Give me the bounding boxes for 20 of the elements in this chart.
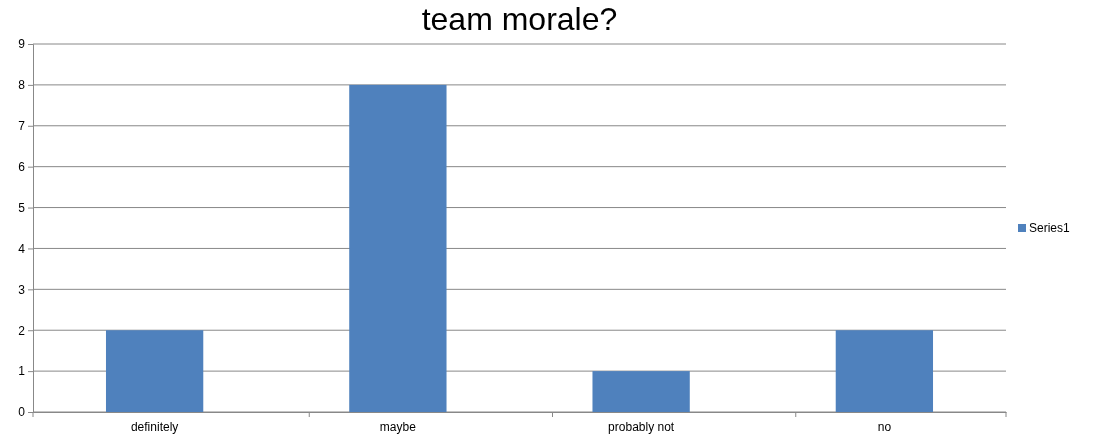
bar <box>349 84 447 412</box>
y-tick-label: 3 <box>18 282 26 297</box>
x-tick-label: maybe <box>379 419 417 434</box>
x-tick-label: no <box>877 419 892 434</box>
x-tick-label: definitely <box>130 419 179 434</box>
y-tick-label: 8 <box>18 78 26 93</box>
y-tick-label: 9 <box>18 37 26 52</box>
y-tick-label: 0 <box>18 405 26 420</box>
legend-label: Series1 <box>1029 221 1071 235</box>
x-tick-label: probably not <box>608 419 675 434</box>
bar <box>592 371 690 412</box>
y-tick-label: 1 <box>18 364 26 379</box>
y-tick-label: 2 <box>18 323 26 338</box>
y-tick-label: 7 <box>18 119 26 134</box>
bar <box>105 330 204 412</box>
y-tick-label: 5 <box>18 200 26 215</box>
chart-title: team morale? <box>421 1 618 37</box>
bar <box>835 330 934 412</box>
y-tick-label: 6 <box>18 160 26 175</box>
y-tick-label: 4 <box>18 241 26 256</box>
